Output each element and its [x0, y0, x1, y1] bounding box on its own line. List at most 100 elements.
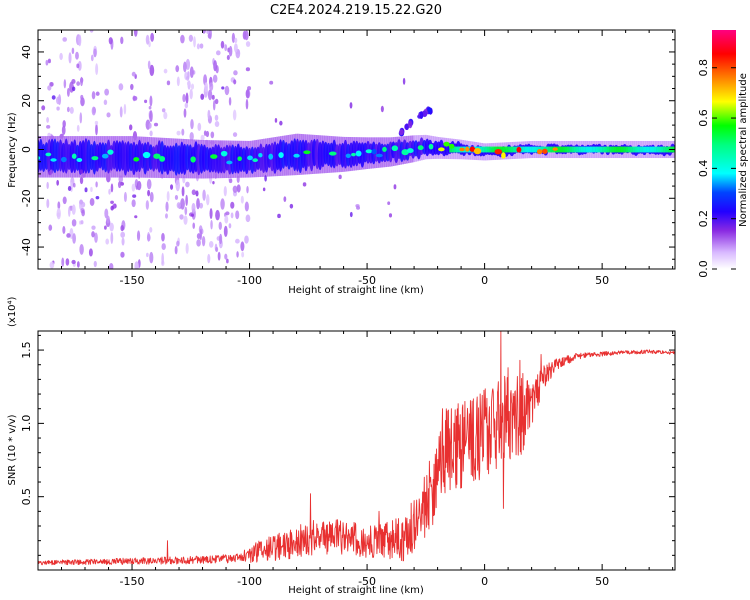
snr-marks — [38, 331, 675, 566]
spectrogram-noise-blob — [146, 233, 151, 242]
spectrogram-hot-blob — [355, 150, 362, 157]
spectrogram-xlabel: Height of straight line (km) — [288, 285, 424, 296]
spectrogram-band-stable — [484, 146, 488, 153]
spectrogram-noise-blob — [228, 45, 233, 57]
spectrogram-band-stable — [468, 146, 471, 153]
spectrogram-noise-blob — [189, 132, 194, 141]
spectrogram-noise-blob — [63, 79, 67, 89]
spectrogram-sparkle — [338, 174, 342, 180]
spectrogram-noise-blob — [185, 181, 190, 188]
spectrogram-band-stable — [611, 146, 615, 153]
spectrogram-noise-blob — [49, 81, 54, 87]
spectrogram-noise-blob — [207, 253, 211, 264]
spectrogram-sparkle — [221, 86, 225, 90]
spectrogram-noise-blob — [223, 185, 227, 197]
spectrogram-noise-blob — [213, 60, 218, 72]
spectrogram-noise-blob — [59, 52, 63, 61]
spectrogram-noise-blob — [93, 48, 97, 58]
spectrogram-noise-blob — [149, 227, 153, 233]
spectrogram-noise-blob — [174, 245, 178, 255]
spectrogram-noise-blob — [182, 94, 186, 103]
spectrogram-noise-blob — [71, 219, 77, 227]
spectrogram-noise-blob — [174, 194, 179, 200]
spectrogram-noise-blob — [246, 185, 249, 194]
spectrogram-noise-blob — [136, 230, 141, 242]
spectrogram-noise-blob — [235, 238, 240, 244]
spectrogram-noise-blob — [183, 61, 187, 73]
spectrogram-noise-blob — [245, 89, 250, 99]
spectrogram-noise-blob — [56, 106, 60, 111]
spectrogram-band-stable — [503, 146, 506, 153]
spectrogram-sparkle — [279, 120, 283, 126]
spectrogram-hot-blob — [142, 151, 151, 159]
spectrogram-sparkle — [195, 190, 199, 197]
spectrogram-noise-blob — [244, 30, 249, 41]
spectrogram-noise-blob — [199, 202, 204, 209]
spectrogram-noise-blob — [47, 85, 52, 91]
spectrogram-noise-blob — [205, 130, 210, 138]
spectrogram-sparkle — [80, 94, 84, 100]
spectrogram-band-stable — [451, 146, 455, 153]
spectrogram-hot-blob — [107, 149, 114, 155]
snr-y-tick-label: 1.0 — [20, 415, 33, 433]
spectrogram-hot-blob — [210, 154, 218, 159]
spectrogram-band-stable — [646, 146, 650, 153]
spectrogram-band-stable — [529, 146, 532, 153]
spectrogram-noise-blob — [133, 30, 138, 37]
spectrogram-noise-blob — [108, 188, 111, 195]
spectrogram-noise-blob — [110, 183, 114, 193]
spectrogram-noise-blob — [210, 131, 215, 139]
spectrogram-hot-blob — [278, 152, 284, 158]
spectrogram-noise-blob — [209, 208, 213, 220]
spectrogram-sparkle — [387, 201, 391, 206]
spectrogram-band-stable — [630, 146, 633, 153]
spectrogram-noise-blob — [185, 194, 188, 206]
spectrogram-sparkle — [95, 91, 100, 96]
spectrogram-y-tick-label: 40 — [20, 45, 33, 59]
spectrogram-noise-blob — [79, 112, 83, 124]
spectrogram-band-stable — [576, 146, 579, 153]
spectrogram-noise-blob — [161, 252, 164, 265]
spectrogram-hot-blob — [428, 143, 434, 150]
spectrogram-noise-blob — [145, 200, 149, 210]
spectrogram-sparkle — [110, 200, 114, 204]
spectrogram-sparkle — [166, 80, 171, 86]
spectrogram-noise-blob — [220, 198, 225, 210]
spectrogram-noise-blob — [165, 213, 168, 219]
spectrogram-noise-blob — [90, 54, 94, 62]
spectrogram-noise-blob — [79, 199, 84, 205]
spectrogram-sparkle — [380, 105, 384, 113]
spectrogram-noise-blob — [61, 257, 65, 267]
spectrogram-side-streak — [427, 107, 432, 113]
spectrogram-hot-blob — [220, 150, 228, 157]
spectrogram-band-stable — [642, 146, 645, 153]
spectrogram-noise-blob — [131, 183, 136, 192]
spectrogram-noise-blob — [228, 178, 233, 184]
spectrogram-noise-blob — [179, 214, 184, 220]
spectrogram-noise-blob — [150, 32, 155, 42]
spectrogram-noise-blob — [135, 185, 139, 190]
snr-y-tick-label: 0.5 — [20, 488, 33, 506]
spectrogram-side-streak — [399, 129, 404, 136]
spectrogram-band-stable — [479, 146, 483, 153]
spectrogram-sparkle — [79, 169, 84, 175]
spectrogram-noise-blob — [46, 181, 49, 190]
spectrogram-sparkle — [169, 184, 174, 190]
spectrogram-noise-blob — [241, 251, 245, 258]
spectrogram-band-stable — [599, 146, 603, 153]
spectrogram-band-stable — [541, 146, 544, 153]
spectrogram-hot-blob — [71, 153, 77, 159]
spectrogram-noise-blob — [120, 224, 124, 232]
spectrogram-noise-blob — [206, 30, 210, 34]
colorbar-ticks: 0.0 0.2 0.4 0.6 0.8 — [697, 59, 736, 278]
spectrogram-band-stable — [510, 146, 513, 153]
spectrogram-hot-blob — [76, 157, 83, 162]
chart-title: C2E4.2024.219.15.22.G20 — [270, 3, 442, 18]
spectrogram-sparkle — [355, 204, 360, 208]
spectrogram-noise-blob — [148, 122, 152, 129]
spectrogram-sparkle — [302, 182, 307, 187]
spectrogram-noise-blob — [149, 95, 153, 107]
spectrogram-noise-blob — [120, 251, 125, 258]
spectrogram-band-stable — [578, 146, 582, 153]
spectrogram-noise-blob — [46, 198, 50, 209]
